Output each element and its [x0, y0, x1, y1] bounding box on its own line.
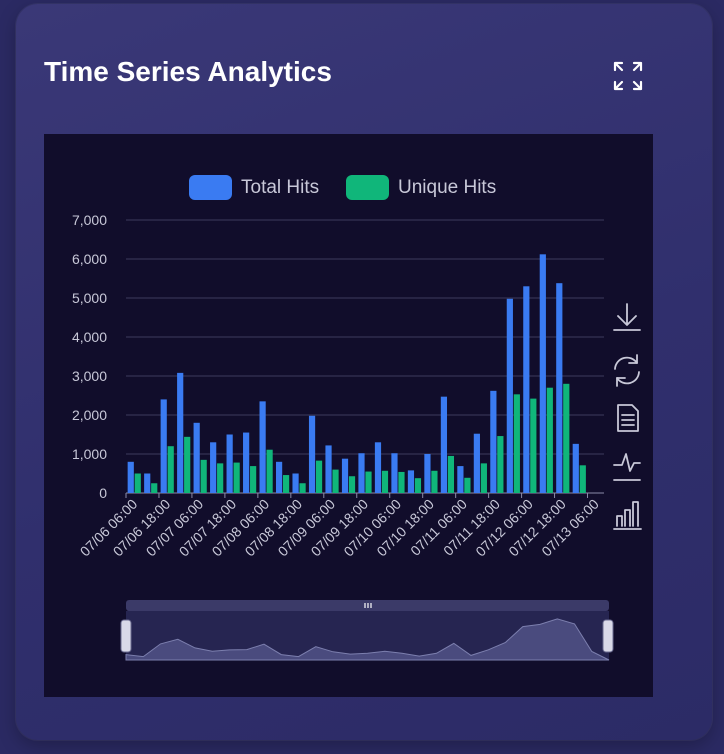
- panel-title: Time Series Analytics: [44, 56, 332, 87]
- bar-unique[interactable]: [217, 463, 224, 493]
- bar-total[interactable]: [127, 461, 134, 493]
- y-tick-label: 0: [99, 485, 107, 501]
- bar-unique[interactable]: [151, 483, 158, 493]
- bar-total[interactable]: [341, 458, 349, 493]
- y-axis: 0 1,000 2,000 3,000 4,000 5,000 6,000 7,000: [72, 212, 107, 501]
- bar-unique[interactable]: [464, 477, 471, 493]
- bar-total[interactable]: [440, 396, 448, 493]
- data-view-icon[interactable]: [617, 404, 639, 432]
- bar-unique[interactable]: [233, 462, 240, 493]
- bar-unique[interactable]: [332, 469, 339, 493]
- bar-chart: Total Hits Unique Hits 0 1,000 2,000 3,000 4…: [72, 175, 642, 661]
- bar-total[interactable]: [358, 453, 365, 493]
- bar-total[interactable]: [391, 453, 398, 493]
- bar-unique[interactable]: [431, 470, 438, 493]
- bar-unique[interactable]: [563, 383, 570, 493]
- line-chart-icon[interactable]: [613, 453, 641, 481]
- zoom-grip-icon[interactable]: [364, 603, 372, 608]
- bar-total[interactable]: [308, 415, 316, 493]
- bar-unique[interactable]: [546, 387, 553, 493]
- bar-unique[interactable]: [480, 463, 487, 493]
- legend-swatch-unique-hits[interactable]: [346, 175, 389, 200]
- bar-unique[interactable]: [513, 394, 520, 493]
- bar-total[interactable]: [325, 445, 332, 493]
- bar-unique[interactable]: [414, 478, 422, 493]
- bar-unique[interactable]: [447, 455, 455, 493]
- legend-label-unique-hits[interactable]: Unique Hits: [398, 177, 496, 198]
- legend-swatch-total-hits[interactable]: [189, 175, 232, 200]
- bar-total[interactable]: [473, 433, 480, 493]
- bar-total[interactable]: [374, 442, 382, 493]
- y-tick-label: 5,000: [72, 290, 107, 306]
- bar-total[interactable]: [144, 473, 151, 494]
- bar-total[interactable]: [572, 443, 579, 493]
- legend-label-total-hits[interactable]: Total Hits: [241, 177, 319, 198]
- bar-total[interactable]: [457, 466, 464, 493]
- bar-unique[interactable]: [282, 475, 290, 493]
- bar-total[interactable]: [226, 434, 233, 494]
- bar-unique[interactable]: [381, 470, 389, 493]
- download-icon[interactable]: [613, 303, 641, 331]
- bar-total[interactable]: [292, 473, 299, 494]
- toolbox: [613, 303, 642, 530]
- bar-total[interactable]: [407, 470, 415, 493]
- legend[interactable]: Total Hits Unique Hits: [189, 175, 496, 200]
- y-tick-label: 2,000: [72, 407, 107, 423]
- bar-total[interactable]: [424, 454, 431, 493]
- y-tick-label: 6,000: [72, 251, 107, 267]
- bar-unique[interactable]: [134, 473, 141, 494]
- y-tick-label: 4,000: [72, 329, 107, 345]
- bar-unique[interactable]: [348, 476, 356, 493]
- bar-unique[interactable]: [299, 483, 306, 493]
- zoom-handle-left[interactable]: [120, 619, 132, 653]
- refresh-icon[interactable]: [614, 354, 640, 387]
- bar-total[interactable]: [177, 372, 184, 493]
- bar-total[interactable]: [523, 286, 530, 493]
- bar-chart-icon[interactable]: [613, 501, 642, 530]
- bar-total[interactable]: [210, 442, 217, 493]
- bars: [127, 254, 586, 494]
- zoom-preview-area: [125, 618, 610, 661]
- bar-unique[interactable]: [497, 436, 504, 493]
- bar-unique[interactable]: [250, 466, 257, 493]
- bar-total[interactable]: [539, 254, 546, 493]
- data-zoom-slider[interactable]: [120, 600, 614, 661]
- y-tick-label: 3,000: [72, 368, 107, 384]
- bar-unique[interactable]: [530, 398, 537, 493]
- y-tick-label: 7,000: [72, 212, 107, 228]
- bar-total[interactable]: [243, 432, 250, 493]
- bar-unique[interactable]: [266, 449, 273, 493]
- bar-total[interactable]: [259, 401, 266, 493]
- bar-total[interactable]: [556, 283, 563, 493]
- bar-total[interactable]: [160, 399, 167, 493]
- bar-unique[interactable]: [365, 471, 372, 493]
- bar-unique[interactable]: [167, 446, 174, 493]
- expand-icon[interactable]: [608, 56, 648, 96]
- bar-total[interactable]: [193, 422, 200, 493]
- bar-unique[interactable]: [200, 459, 207, 493]
- y-tick-label: 1,000: [72, 446, 107, 462]
- bar-total[interactable]: [506, 298, 513, 493]
- zoom-handle-right[interactable]: [602, 619, 614, 653]
- bar-total[interactable]: [275, 461, 283, 493]
- bar-total[interactable]: [490, 390, 497, 493]
- bar-unique[interactable]: [579, 465, 586, 493]
- chart-area: Total Hits Unique Hits 0 1,000 2,000 3,000 4…: [44, 134, 653, 697]
- bar-unique[interactable]: [184, 436, 191, 493]
- bar-unique[interactable]: [398, 471, 405, 493]
- bar-unique[interactable]: [315, 460, 323, 493]
